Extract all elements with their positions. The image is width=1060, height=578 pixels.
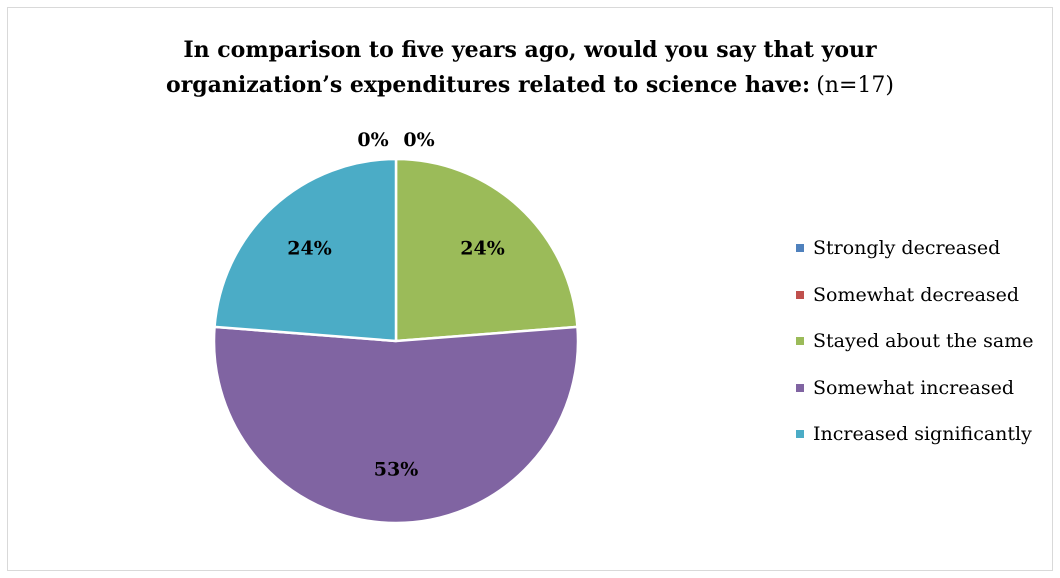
data-label-increased-significantly: 24% <box>287 238 332 260</box>
chart-title-sample-size: (n=17) <box>816 73 894 98</box>
legend-swatch-somewhat-decreased <box>796 290 804 299</box>
legend-label-increased-significantly: Increased significantly <box>813 423 1032 445</box>
pie-slice-increased-significantly <box>213 157 398 343</box>
legend-swatch-increased-significantly <box>796 430 804 438</box>
legend-label-somewhat-increased: Somewhat increased <box>813 376 1014 399</box>
data-label-strongly-decreased: 0% <box>357 129 388 151</box>
legend-swatch-strongly-decreased <box>796 244 804 252</box>
data-label-stayed-about-the-same: 24% <box>460 238 505 260</box>
chart-title-line-2: organization’s expenditures related to s… <box>0 68 1060 103</box>
pie-slice-somewhat-increased <box>212 325 580 525</box>
data-label-somewhat-decreased: 0% <box>403 129 434 151</box>
chart-title: In comparison to five years ago, would y… <box>0 33 1060 103</box>
legend-label-somewhat-decreased: Somewhat decreased <box>813 283 1020 306</box>
chart-title-line-1: In comparison to five years ago, would y… <box>183 37 877 63</box>
legend-swatch-somewhat-increased <box>796 383 804 392</box>
legend-label-strongly-decreased: Strongly decreased <box>813 237 1001 259</box>
pie-slice-stayed-about-the-same <box>394 157 579 343</box>
legend-swatch-stayed-about-the-same <box>796 337 804 345</box>
data-label-somewhat-increased: 53% <box>374 458 419 480</box>
legend-label-stayed-about-the-same: Stayed about the same <box>813 330 1034 352</box>
chart-title-line-2-text: organization’s expenditures related to s… <box>166 72 811 98</box>
